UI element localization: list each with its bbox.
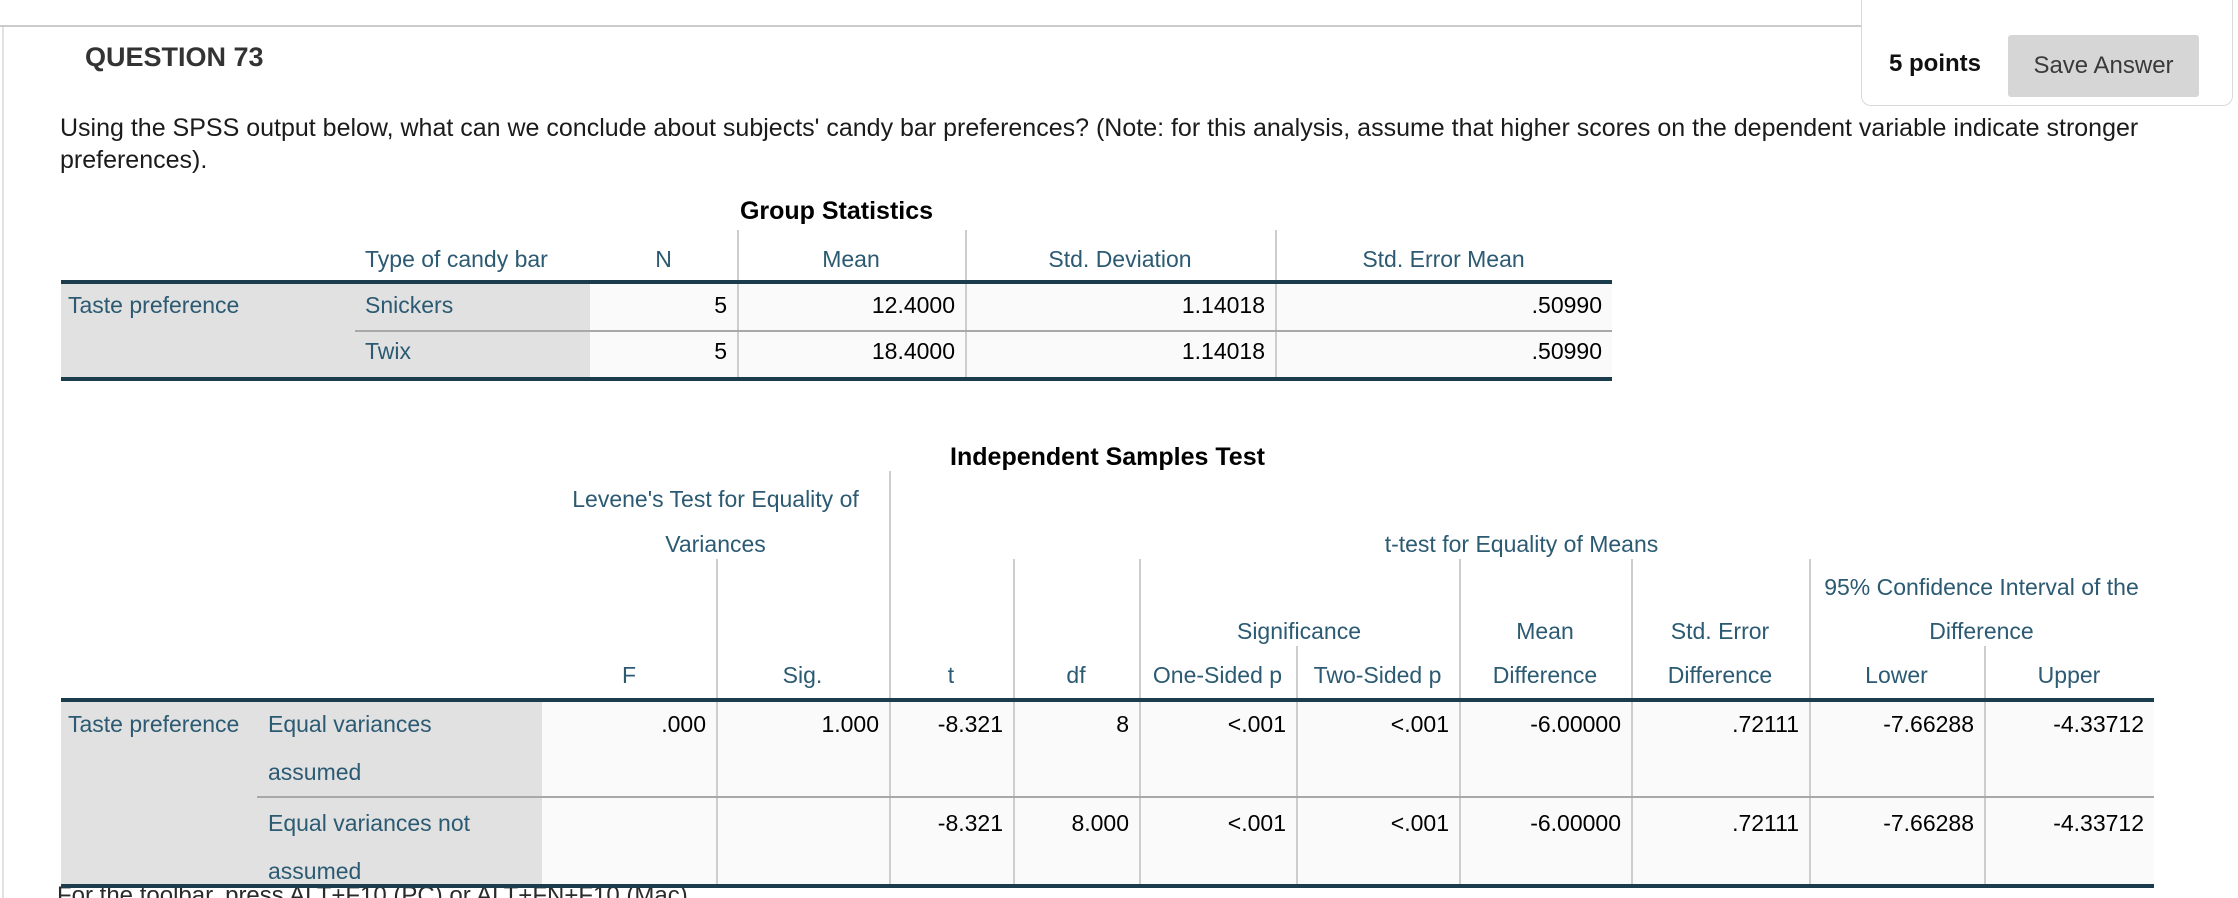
question-number-heading: QUESTION 73 <box>85 42 264 72</box>
std-error-mean-cell: .50990 <box>1531 338 1602 364</box>
column-divider <box>965 230 967 377</box>
row-divider <box>257 796 2154 798</box>
row-divider <box>355 330 1612 332</box>
points-label: 5 points <box>1889 50 1982 77</box>
data-background <box>542 702 2154 884</box>
table-bottom-border <box>61 884 2154 888</box>
std-error-difference-cell: .72111 <box>1732 810 1799 836</box>
ci-group-header-line1: 95% Confidence Interval of the <box>1824 574 2139 600</box>
variance-assumption-label-line2: assumed <box>268 858 362 884</box>
col-header-f: F <box>621 662 637 688</box>
std-deviation-cell: 1.14018 <box>1181 338 1265 364</box>
levene-group-header-line1: Levene's Test for Equality of <box>572 486 859 512</box>
column-divider <box>716 559 718 884</box>
one-sided-p-cell: <.001 <box>1227 711 1286 737</box>
col-header-sig: Sig. <box>782 662 823 688</box>
col-header-std-deviation: Std. Deviation <box>1048 246 1192 272</box>
column-divider <box>1631 559 1633 884</box>
mean-difference-header-line1: Mean <box>1516 618 1574 644</box>
mean-cell: 12.4000 <box>871 292 955 318</box>
sig-cell: 1.000 <box>821 711 879 737</box>
variance-assumption-label-line2: assumed <box>268 759 362 785</box>
points-panel: 5 points Save Answer <box>1861 0 2233 106</box>
df-cell: 8 <box>1116 711 1129 737</box>
col-header-upper: Upper <box>2037 662 2101 688</box>
mean-difference-cell: -6.00000 <box>1530 711 1621 737</box>
col-header-lower: Lower <box>1865 662 1928 688</box>
independent-samples-test-title: Independent Samples Test <box>950 443 1265 471</box>
ci-upper-cell: -4.33712 <box>2053 711 2144 737</box>
ci-upper-cell: -4.33712 <box>2053 810 2144 836</box>
column-divider <box>1139 559 1141 884</box>
ttest-group-header: t-test for Equality of Means <box>1384 531 1659 557</box>
group-name-cell: Twix <box>365 338 411 364</box>
col-header-mean: Mean <box>822 246 880 272</box>
group-statistics-title: Group Statistics <box>739 197 934 225</box>
header-border <box>61 698 2154 702</box>
table-bottom-border <box>61 377 1612 381</box>
t-cell: -8.321 <box>937 711 1003 737</box>
two-sided-p-cell: <.001 <box>1390 810 1449 836</box>
column-divider <box>1984 646 1986 884</box>
column-divider <box>1809 559 1811 884</box>
col-header-std-error-difference: Difference <box>1667 662 1773 688</box>
question-text: Using the SPSS output below, what can we… <box>60 114 2139 174</box>
row-label-background <box>61 702 542 884</box>
column-divider <box>1296 646 1298 884</box>
header-border <box>61 280 1612 284</box>
ci-group-header-line2: Difference <box>1929 618 2034 644</box>
column-divider <box>737 230 739 377</box>
independent-samples-test-table: Independent Samples Test Levene's Test f… <box>61 441 2154 891</box>
top-divider <box>0 25 1862 27</box>
group-statistics-table: Group Statistics Type of candy bar N Mea… <box>61 196 1612 386</box>
one-sided-p-cell: <.001 <box>1227 810 1286 836</box>
content-left-border <box>2 27 4 898</box>
column-divider <box>1013 559 1015 884</box>
save-answer-button[interactable]: Save Answer <box>2008 35 2199 97</box>
col-header-t: t <box>947 662 955 688</box>
n-cell: 5 <box>714 292 727 318</box>
col-header-mean-difference: Difference <box>1492 662 1598 688</box>
ci-lower-cell: -7.66288 <box>1883 810 1974 836</box>
variance-assumption-label-line1: Equal variances <box>268 711 432 737</box>
row-label-taste-preference: Taste preference <box>68 711 240 737</box>
column-divider <box>1275 230 1277 377</box>
std-error-difference-header-line1: Std. Error <box>1670 618 1770 644</box>
ci-lower-cell: -7.66288 <box>1883 711 1974 737</box>
std-error-mean-cell: .50990 <box>1531 292 1602 318</box>
n-cell: 5 <box>714 338 727 364</box>
group-name-cell: Snickers <box>365 292 454 318</box>
col-header-one-sided-p: One-Sided p <box>1152 662 1283 688</box>
t-cell: -8.321 <box>937 810 1003 836</box>
std-error-difference-cell: .72111 <box>1732 711 1799 737</box>
col-header-two-sided-p: Two-Sided p <box>1313 662 1442 688</box>
column-divider <box>1459 559 1461 884</box>
levene-group-header-line2: Variances <box>665 531 766 557</box>
mean-difference-cell: -6.00000 <box>1530 810 1621 836</box>
std-deviation-cell: 1.14018 <box>1181 292 1265 318</box>
variance-assumption-label-line1: Equal variances not <box>268 810 471 836</box>
mean-cell: 18.4000 <box>871 338 955 364</box>
col-header-df: df <box>1066 662 1086 688</box>
row-label-taste-preference: Taste preference <box>68 292 240 318</box>
column-divider <box>889 471 891 884</box>
col-header-n: N <box>655 246 672 272</box>
col-header-group-var: Type of candy bar <box>365 246 548 272</box>
col-header-std-error-mean: Std. Error Mean <box>1362 246 1525 272</box>
f-cell: .000 <box>661 711 706 737</box>
two-sided-p-cell: <.001 <box>1390 711 1449 737</box>
df-cell: 8.000 <box>1071 810 1129 836</box>
significance-group-header: Significance <box>1236 618 1362 644</box>
